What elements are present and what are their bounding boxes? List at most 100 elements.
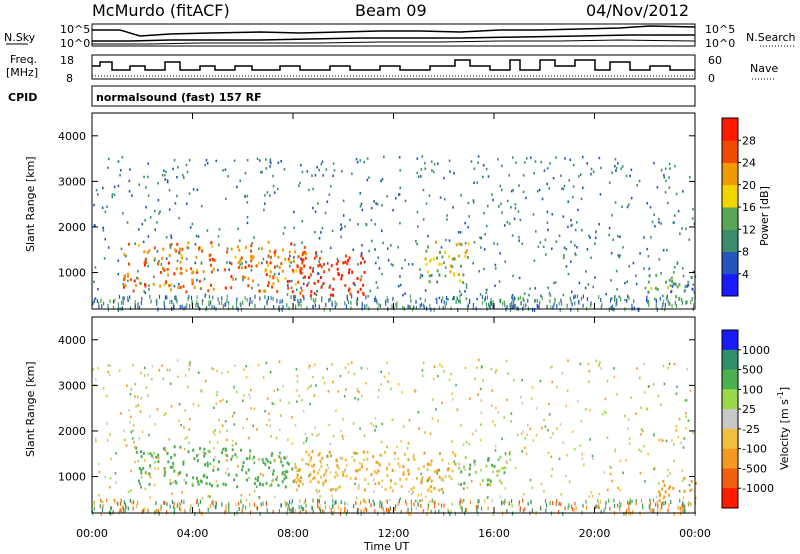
data-cell <box>375 460 378 464</box>
data-cell <box>336 257 339 261</box>
data-cell <box>476 505 478 510</box>
data-cell <box>431 398 434 401</box>
data-cell <box>321 226 324 230</box>
data-cell <box>640 449 643 453</box>
data-cell <box>134 304 137 309</box>
data-cell <box>590 256 592 259</box>
data-cell <box>324 501 327 504</box>
data-cell <box>362 450 365 454</box>
data-cell <box>345 304 348 309</box>
data-cell <box>306 437 308 440</box>
data-cell <box>581 228 583 232</box>
data-cell <box>434 500 436 505</box>
data-cell <box>192 270 195 274</box>
data-cell <box>436 470 438 473</box>
data-cell <box>485 224 488 228</box>
data-cell <box>175 296 177 301</box>
data-cell <box>584 408 587 411</box>
data-cell <box>350 305 352 310</box>
data-cell <box>613 164 616 168</box>
data-cell <box>390 263 393 266</box>
data-cell <box>119 168 122 172</box>
data-cell <box>587 362 590 366</box>
data-cell <box>258 289 261 293</box>
data-cell <box>164 470 167 474</box>
data-cell <box>372 499 375 503</box>
data-cell <box>143 508 145 513</box>
data-cell <box>188 368 190 371</box>
data-cell <box>546 221 549 225</box>
data-cell <box>668 493 671 497</box>
data-cell <box>374 248 376 251</box>
data-cell <box>549 366 552 369</box>
data-cell <box>487 175 490 178</box>
data-cell <box>613 503 616 508</box>
data-cell <box>580 296 583 301</box>
data-cell <box>691 296 693 301</box>
data-cell <box>386 466 389 470</box>
data-cell <box>336 464 339 468</box>
data-cell <box>133 500 135 505</box>
data-cell <box>368 499 370 504</box>
data-cell <box>129 168 131 171</box>
data-cell <box>308 276 311 280</box>
data-cell <box>256 478 259 482</box>
data-cell <box>666 294 668 299</box>
data-cell <box>352 248 355 252</box>
data-cell <box>269 165 271 168</box>
data-cell <box>572 163 575 167</box>
data-cell <box>457 231 460 234</box>
data-cell <box>437 419 439 423</box>
data-cell <box>293 226 295 230</box>
data-cell <box>664 191 667 194</box>
data-cell <box>189 361 191 364</box>
data-cell <box>208 254 211 258</box>
data-cell <box>474 470 477 474</box>
data-cell <box>309 402 311 406</box>
data-cell <box>272 174 274 178</box>
data-cell <box>670 290 673 294</box>
data-cell <box>206 162 209 165</box>
data-cell <box>417 410 420 414</box>
data-cell <box>224 471 227 474</box>
data-cell <box>342 214 345 217</box>
data-cell <box>464 221 466 225</box>
data-cell <box>177 375 179 379</box>
data-cell <box>656 288 659 292</box>
data-cell <box>597 498 599 503</box>
data-cell <box>618 295 621 299</box>
colorbar-tick-label: 8 <box>742 246 749 259</box>
data-cell <box>485 291 488 295</box>
colorbar-tick-label: -100 <box>742 443 767 456</box>
data-cell <box>172 303 174 308</box>
data-cell <box>430 489 433 493</box>
data-cell <box>318 256 321 260</box>
data-cell <box>415 240 417 243</box>
data-cell <box>570 299 572 304</box>
data-cell <box>548 402 550 406</box>
data-cell <box>93 299 95 304</box>
data-cell <box>94 297 97 300</box>
data-cell <box>329 442 332 446</box>
data-cell <box>686 300 688 305</box>
data-cell <box>396 301 398 306</box>
data-cell <box>377 395 380 399</box>
data-cell <box>647 299 649 304</box>
data-cell <box>197 302 199 307</box>
data-cell <box>233 159 236 163</box>
data-cell <box>309 459 312 463</box>
data-cell <box>216 484 219 488</box>
data-cell <box>397 284 400 288</box>
data-cell <box>117 272 120 276</box>
data-cell <box>234 364 236 367</box>
data-cell <box>617 503 619 508</box>
data-cell <box>554 299 556 304</box>
freq-right-tick-bottom: 0 <box>708 72 715 85</box>
data-cell <box>213 432 216 436</box>
data-cell <box>332 277 335 281</box>
data-cell <box>354 283 356 287</box>
data-cell <box>379 453 382 457</box>
data-cell <box>370 473 373 477</box>
data-cell <box>249 300 251 305</box>
data-cell <box>321 298 323 303</box>
